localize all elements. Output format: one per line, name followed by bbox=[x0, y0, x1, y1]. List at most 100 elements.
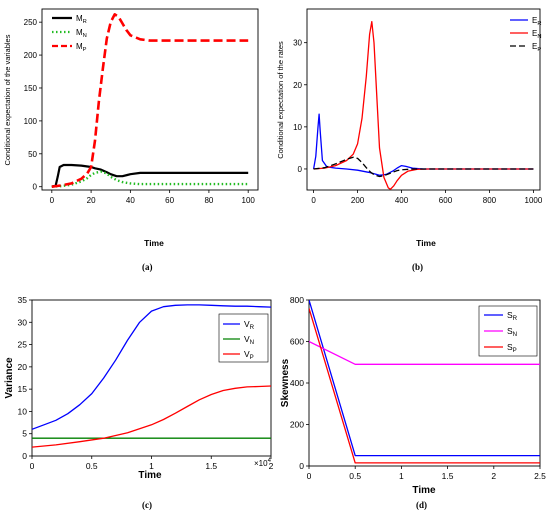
legend-label: ER bbox=[532, 16, 542, 27]
legend-entry-ep: EP bbox=[510, 42, 541, 53]
panel-caption: (c) bbox=[142, 500, 152, 510]
legend-entry-sr: SR bbox=[484, 310, 518, 322]
y-tick-label: 10 bbox=[293, 123, 302, 132]
x-tick-label: 400 bbox=[395, 196, 409, 205]
y-axis-label: Skewness bbox=[280, 358, 291, 407]
series-line-mn bbox=[51, 170, 249, 188]
y-tick-label: 35 bbox=[18, 295, 28, 305]
chart-panel-d: 0 0.5 1 1.5 2 2.5 0 200 400 600 800 Time Skewness SR S… bbox=[280, 295, 546, 510]
series-line-vr bbox=[32, 304, 271, 430]
x-axis-label: Time bbox=[138, 470, 162, 481]
x-tick-label: 0 bbox=[307, 471, 312, 481]
series-line-sn bbox=[309, 340, 540, 365]
y-tick-label: 100 bbox=[24, 117, 38, 126]
legend-entry-sn: SN bbox=[484, 326, 517, 338]
chart-panel-a: 0 20 40 60 80 100 0 50 100 150 200 250 Time Condition… bbox=[3, 8, 259, 272]
legend-entry-vr: VR bbox=[223, 319, 255, 331]
y-tick-label: 25 bbox=[18, 340, 28, 350]
chart-panel-b: 0 200 400 600 800 1000 0 10 20 30 Time Conditional … bbox=[276, 8, 543, 272]
x-tick-label: 80 bbox=[204, 196, 213, 205]
legend-label: VP bbox=[244, 349, 254, 361]
y-tick-label: 20 bbox=[293, 81, 302, 90]
series-line-sp bbox=[309, 308, 540, 464]
plot-frame bbox=[306, 8, 541, 191]
chart-panel-c: 0 0.5 1 1.5 205101520253035TimeVariance×104V… bbox=[4, 295, 274, 510]
x-axis-label: Time bbox=[144, 238, 164, 248]
legend-label: VN bbox=[244, 334, 254, 346]
legend-label: SP bbox=[507, 342, 517, 354]
x-tick-label: 1 bbox=[149, 461, 154, 471]
y-tick-label: 400 bbox=[290, 378, 304, 388]
x-tick-label: 800 bbox=[483, 196, 497, 205]
x-tick-label: 0.5 bbox=[349, 471, 361, 481]
x-tick-label: 40 bbox=[126, 196, 135, 205]
x-tick-label: 2.5 bbox=[534, 471, 546, 481]
y-tick-label: 30 bbox=[18, 317, 28, 327]
panel-caption: (b) bbox=[412, 262, 423, 272]
series-line-mr bbox=[51, 163, 249, 188]
legend-entry-en: EN bbox=[510, 29, 542, 40]
legend-label: MP bbox=[76, 42, 87, 53]
series-line-vp bbox=[32, 385, 271, 448]
legend-entry-mp: MP bbox=[52, 42, 87, 53]
y-tick-label: 30 bbox=[293, 39, 302, 48]
x-tick-label: 1.5 bbox=[442, 471, 454, 481]
y-tick-label: 600 bbox=[290, 337, 304, 347]
legend-entry-vp: VP bbox=[223, 349, 254, 361]
x-tick-label: 0 bbox=[50, 196, 55, 205]
x-axis-label: Time bbox=[412, 485, 436, 496]
x-tick-label: 1.5 bbox=[205, 461, 217, 471]
y-tick-label: 250 bbox=[24, 18, 38, 27]
panel-caption: (d) bbox=[416, 500, 427, 510]
legend-entry-er: ER bbox=[510, 16, 542, 27]
x-tick-label: 2 bbox=[269, 461, 274, 471]
series-line-ep bbox=[313, 156, 534, 178]
y-axis-label: Conditional expectation of the variables bbox=[3, 34, 12, 165]
x-tick-label: 600 bbox=[439, 196, 453, 205]
y-tick-label: 15 bbox=[18, 384, 28, 394]
x-tick-label: 0 bbox=[311, 196, 316, 205]
x-tick-label: 100 bbox=[242, 196, 256, 205]
y-tick-label: 0 bbox=[298, 165, 303, 174]
x-tick-label: 1 bbox=[399, 471, 404, 481]
y-tick-label: 0 bbox=[299, 461, 304, 471]
x-tick-label: 0 bbox=[30, 461, 35, 471]
legend-label: EN bbox=[532, 29, 542, 40]
series-line-sr bbox=[309, 300, 540, 457]
plot-frame bbox=[41, 8, 259, 191]
legend-entry-vn: VN bbox=[223, 334, 254, 346]
y-tick-label: 200 bbox=[290, 420, 304, 430]
y-tick-label: 5 bbox=[22, 429, 27, 439]
x-axis-label: Time bbox=[416, 238, 436, 248]
legend-entry-mr: MR bbox=[52, 14, 87, 25]
legend-label: MR bbox=[76, 14, 87, 25]
legend-label: EP bbox=[532, 42, 541, 53]
y-tick-label: 50 bbox=[28, 150, 37, 159]
legend-label: SR bbox=[507, 310, 518, 322]
y-tick-label: 0 bbox=[33, 183, 38, 192]
y-tick-label: 800 bbox=[290, 295, 304, 305]
y-axis-label: Conditional expectation of the rates bbox=[276, 41, 285, 159]
x-multiplier-label: ×104 bbox=[254, 458, 272, 468]
y-tick-label: 150 bbox=[24, 84, 38, 93]
y-tick-label: 200 bbox=[24, 51, 38, 60]
legend-label: MN bbox=[76, 28, 87, 39]
legend-entry-sp: SP bbox=[484, 342, 517, 354]
legend-entry-mn: MN bbox=[52, 28, 87, 39]
x-tick-label: 0.5 bbox=[86, 461, 98, 471]
x-tick-label: 2 bbox=[491, 471, 496, 481]
series-line-en bbox=[313, 20, 534, 190]
x-tick-label: 20 bbox=[87, 196, 96, 205]
y-tick-label: 20 bbox=[18, 362, 28, 372]
series-line-er bbox=[312, 113, 534, 176]
x-tick-label: 60 bbox=[165, 196, 174, 205]
x-tick-label: 1000 bbox=[525, 196, 543, 205]
legend-label: SN bbox=[507, 326, 517, 338]
y-axis-label: Variance bbox=[4, 357, 15, 399]
series-line-mp bbox=[51, 13, 249, 188]
panel-caption: (a) bbox=[142, 262, 153, 272]
x-tick-label: 200 bbox=[351, 196, 365, 205]
legend-label: VR bbox=[244, 319, 255, 331]
y-tick-label: 0 bbox=[22, 451, 27, 461]
